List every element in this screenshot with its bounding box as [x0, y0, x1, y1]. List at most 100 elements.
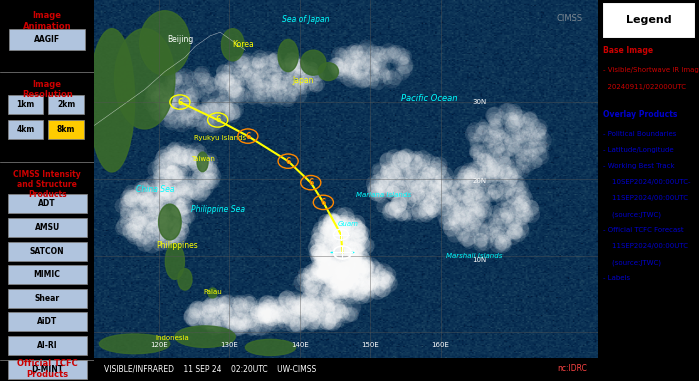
Point [244, 317, 255, 323]
Point [281, 319, 292, 325]
Point [151, 94, 162, 100]
Point [303, 297, 314, 303]
Point [348, 65, 359, 71]
Point [326, 223, 337, 229]
Point [412, 153, 424, 159]
Point [331, 247, 343, 253]
Point [345, 247, 356, 253]
Point [487, 126, 498, 132]
Point [180, 170, 191, 176]
Point [438, 172, 449, 178]
Point [326, 221, 338, 227]
Text: AMSU: AMSU [34, 223, 60, 232]
Point [248, 79, 259, 85]
Point [155, 164, 166, 170]
Point [337, 244, 348, 250]
Point [473, 154, 484, 160]
Point [463, 171, 475, 177]
Point [500, 163, 512, 169]
Point [409, 154, 420, 160]
Point [373, 180, 384, 186]
Text: Mariana Islands: Mariana Islands [356, 192, 411, 198]
Text: 2km: 2km [57, 100, 75, 109]
Point [345, 265, 356, 271]
Point [306, 284, 317, 290]
Point [318, 272, 329, 278]
Point [179, 167, 190, 173]
Point [376, 276, 387, 282]
Point [227, 315, 238, 321]
Point [236, 307, 247, 313]
Point [407, 185, 418, 191]
Point [413, 192, 424, 198]
Point [296, 66, 308, 72]
Point [161, 235, 173, 241]
Point [313, 248, 324, 255]
Point [274, 97, 285, 103]
Point [401, 179, 412, 186]
Text: Marshall Islands: Marshall Islands [446, 253, 503, 259]
Point [349, 272, 360, 278]
Point [336, 223, 347, 229]
Point [136, 187, 147, 193]
Point [157, 231, 168, 237]
Point [180, 101, 192, 107]
Point [373, 285, 384, 291]
Point [499, 130, 510, 136]
Point [225, 313, 236, 319]
Point [143, 210, 154, 216]
Point [231, 322, 243, 328]
Point [164, 194, 175, 200]
Point [459, 208, 470, 214]
Point [312, 250, 323, 256]
Point [169, 190, 180, 197]
Point [316, 239, 327, 245]
Point [154, 213, 165, 219]
Point [329, 258, 340, 264]
Point [494, 144, 505, 150]
Point [256, 84, 267, 90]
Point [344, 70, 355, 77]
Point [382, 278, 393, 284]
Point [418, 193, 429, 199]
Point [506, 174, 517, 180]
Point [343, 220, 354, 226]
Point [217, 100, 229, 106]
Point [340, 261, 351, 267]
Point [212, 103, 224, 109]
Point [298, 304, 309, 310]
Point [148, 226, 159, 232]
Point [140, 224, 152, 230]
Point [475, 196, 487, 202]
Point [431, 182, 442, 188]
Point [447, 197, 458, 203]
Point [257, 304, 268, 311]
Point [303, 310, 315, 316]
Point [303, 284, 314, 290]
Point [229, 325, 240, 331]
Point [381, 279, 392, 285]
Point [328, 280, 339, 286]
Point [426, 203, 438, 209]
Point [204, 157, 215, 163]
Point [383, 280, 394, 287]
Point [459, 214, 470, 220]
Point [206, 319, 217, 325]
Point [314, 249, 325, 255]
Point [443, 221, 454, 227]
Point [512, 114, 523, 120]
Point [154, 241, 166, 247]
Point [362, 272, 373, 278]
Point [229, 320, 240, 327]
Point [222, 301, 233, 307]
Point [328, 312, 339, 319]
Point [347, 279, 358, 285]
Point [327, 297, 338, 303]
Point [450, 211, 461, 218]
Point [294, 71, 305, 77]
Point [275, 310, 286, 316]
Point [282, 295, 293, 301]
Point [482, 155, 493, 161]
Point [236, 93, 247, 99]
Point [176, 179, 187, 185]
